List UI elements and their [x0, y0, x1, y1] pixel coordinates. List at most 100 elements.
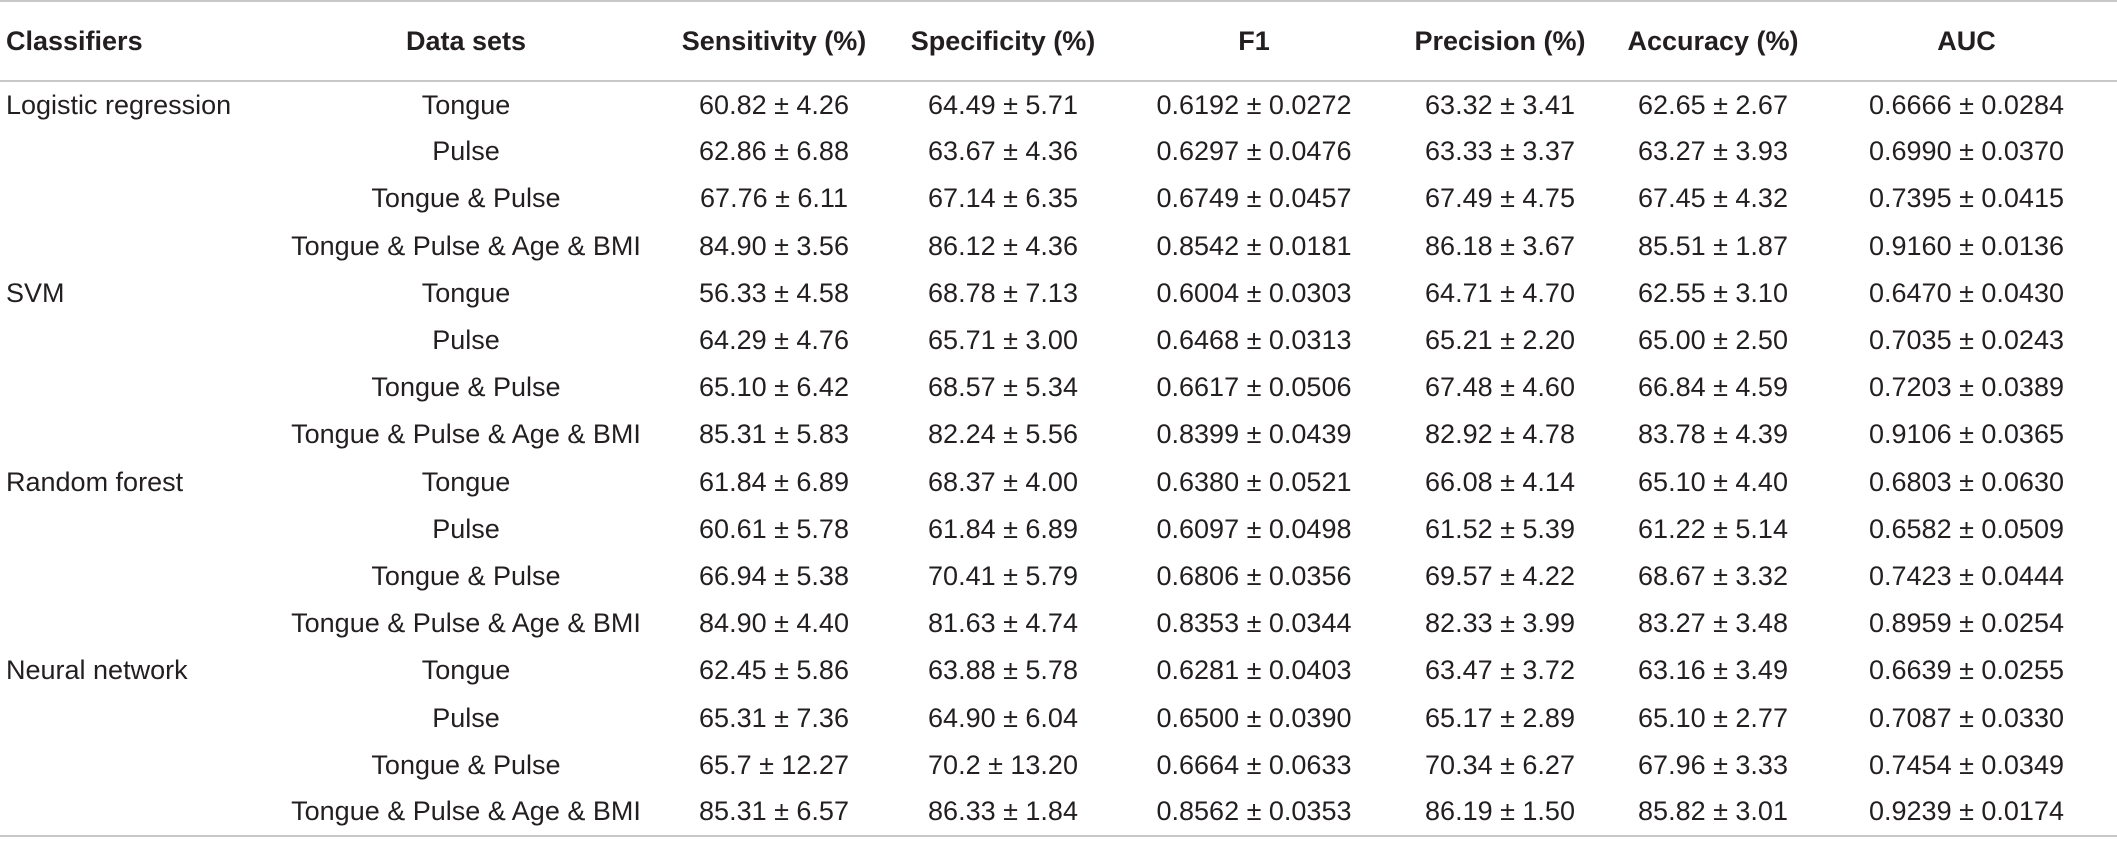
cell-data-set: Pulse — [432, 513, 500, 544]
cell-accuracy: 63.27 ± 3.93 — [1638, 136, 1788, 167]
cell-accuracy: 67.96 ± 3.33 — [1638, 749, 1788, 780]
cell-data-set: Tongue & Pulse — [371, 560, 561, 591]
cell-classifier: Random forest — [6, 466, 184, 497]
cell-specificity: 70.41 ± 5.79 — [928, 560, 1078, 591]
table-row: Neural network Tongue 62.45 ± 5.86 63.88… — [0, 647, 2117, 694]
cell-sensitivity: 60.82 ± 4.26 — [699, 89, 849, 120]
cell-classifier: SVM — [6, 277, 65, 308]
cell-specificity: 63.88 ± 5.78 — [928, 655, 1078, 686]
cell-specificity: 64.90 ± 6.04 — [928, 702, 1078, 733]
cell-accuracy: 62.65 ± 2.67 — [1638, 89, 1788, 120]
cell-classifier — [0, 411, 272, 458]
cell-classifier: Logistic regression — [6, 89, 232, 120]
cell-precision: 67.49 ± 4.75 — [1425, 183, 1575, 214]
cell-f1: 0.8399 ± 0.0439 — [1156, 419, 1352, 450]
cell-sensitivity: 65.31 ± 7.36 — [699, 702, 849, 733]
cell-specificity: 67.14 ± 6.35 — [928, 183, 1078, 214]
header-data-sets: Data sets — [272, 0, 660, 82]
cell-auc: 0.9106 ± 0.0365 — [1869, 419, 2064, 450]
cell-classifier — [0, 128, 272, 175]
cell-f1: 0.6380 ± 0.0521 — [1156, 466, 1352, 497]
header-row: Classifiers Data sets Sensitivity (%) Sp… — [0, 0, 2117, 82]
cell-classifier — [0, 175, 272, 222]
cell-f1: 0.6468 ± 0.0313 — [1156, 325, 1352, 356]
table-row: Tongue & Pulse 65.7 ± 12.27 70.2 ± 13.20… — [0, 742, 2117, 789]
cell-sensitivity: 64.29 ± 4.76 — [699, 325, 849, 356]
cell-auc: 0.7423 ± 0.0444 — [1869, 560, 2064, 591]
table-row: SVM Tongue 56.33 ± 4.58 68.78 ± 7.13 0.6… — [0, 270, 2117, 317]
cell-sensitivity: 85.31 ± 6.57 — [660, 788, 888, 838]
cell-f1: 0.6297 ± 0.0476 — [1156, 136, 1352, 167]
cell-accuracy: 65.10 ± 2.77 — [1638, 702, 1788, 733]
header-classifiers: Classifiers — [0, 0, 272, 82]
cell-auc: 0.6990 ± 0.0370 — [1869, 136, 2064, 167]
cell-data-set: Tongue & Pulse — [371, 183, 561, 214]
cell-accuracy: 65.00 ± 2.50 — [1638, 325, 1788, 356]
cell-specificity: 63.67 ± 4.36 — [928, 136, 1078, 167]
table-row: Tongue & Pulse 67.76 ± 6.11 67.14 ± 6.35… — [0, 175, 2117, 222]
cell-specificity: 68.37 ± 4.00 — [928, 466, 1078, 497]
cell-classifier — [0, 742, 272, 789]
cell-f1: 0.6617 ± 0.0506 — [1156, 372, 1352, 403]
cell-accuracy: 83.78 ± 4.39 — [1638, 419, 1788, 450]
cell-auc: 0.6666 ± 0.0284 — [1869, 89, 2064, 120]
cell-accuracy: 65.10 ± 4.40 — [1638, 466, 1788, 497]
cell-data-set: Tongue & Pulse — [371, 372, 561, 403]
table-row: Pulse 64.29 ± 4.76 65.71 ± 3.00 0.6468 ±… — [0, 317, 2117, 364]
cell-precision: 66.08 ± 4.14 — [1425, 466, 1575, 497]
cell-auc: 0.6470 ± 0.0430 — [1869, 277, 2064, 308]
cell-specificity: 65.71 ± 3.00 — [928, 325, 1078, 356]
cell-sensitivity: 65.7 ± 12.27 — [699, 749, 849, 780]
cell-f1: 0.6281 ± 0.0403 — [1156, 655, 1352, 686]
cell-f1: 0.6806 ± 0.0356 — [1156, 560, 1352, 591]
cell-precision: 82.33 ± 3.99 — [1425, 608, 1575, 639]
cell-f1: 0.6500 ± 0.0390 — [1156, 702, 1352, 733]
table-row: Tongue & Pulse & Age & BMI 85.31 ± 5.83 … — [0, 411, 2117, 458]
cell-sensitivity: 61.84 ± 6.89 — [699, 466, 849, 497]
cell-precision: 69.57 ± 4.22 — [1425, 560, 1575, 591]
cell-sensitivity: 60.61 ± 5.78 — [699, 513, 849, 544]
header-f1: F1 — [1118, 0, 1390, 82]
cell-f1: 0.6749 ± 0.0457 — [1156, 183, 1352, 214]
cell-data-set: Tongue — [421, 655, 511, 686]
cell-auc: 0.6582 ± 0.0509 — [1869, 513, 2064, 544]
cell-data-set: Tongue & Pulse & Age & BMI — [272, 788, 660, 838]
cell-classifier — [0, 364, 272, 411]
header-precision: Precision (%) — [1390, 0, 1610, 82]
table-row: Tongue & Pulse & Age & BMI 84.90 ± 3.56 … — [0, 223, 2117, 270]
table-row: Random forest Tongue 61.84 ± 6.89 68.37 … — [0, 459, 2117, 506]
table-row: Tongue & Pulse 65.10 ± 6.42 68.57 ± 5.34… — [0, 364, 2117, 411]
cell-accuracy: 66.84 ± 4.59 — [1638, 372, 1788, 403]
cell-classifier — [0, 788, 272, 838]
cell-auc: 0.7454 ± 0.0349 — [1869, 749, 2064, 780]
cell-sensitivity: 67.76 ± 6.11 — [700, 183, 848, 214]
table-row: Pulse 65.31 ± 7.36 64.90 ± 6.04 0.6500 ±… — [0, 694, 2117, 741]
cell-auc: 0.9239 ± 0.0174 — [1816, 788, 2117, 838]
cell-specificity: 70.2 ± 13.20 — [928, 749, 1078, 780]
header-sensitivity: Sensitivity (%) — [660, 0, 888, 82]
cell-data-set: Pulse — [432, 136, 500, 167]
cell-classifier — [0, 317, 272, 364]
cell-accuracy: 62.55 ± 3.10 — [1638, 277, 1788, 308]
cell-sensitivity: 62.86 ± 6.88 — [699, 136, 849, 167]
cell-precision: 70.34 ± 6.27 — [1425, 749, 1575, 780]
cell-accuracy: 61.22 ± 5.14 — [1638, 513, 1788, 544]
cell-classifier — [0, 506, 272, 553]
cell-f1: 0.8353 ± 0.0344 — [1156, 608, 1352, 639]
cell-sensitivity: 66.94 ± 5.38 — [699, 560, 849, 591]
cell-precision: 86.19 ± 1.50 — [1390, 788, 1610, 838]
table-row: Tongue & Pulse 66.94 ± 5.38 70.41 ± 5.79… — [0, 553, 2117, 600]
table-row: Pulse 62.86 ± 6.88 63.67 ± 4.36 0.6297 ±… — [0, 128, 2117, 175]
cell-sensitivity: 85.31 ± 5.83 — [699, 419, 849, 450]
cell-auc: 0.7087 ± 0.0330 — [1869, 702, 2064, 733]
cell-f1: 0.8542 ± 0.0181 — [1156, 230, 1352, 261]
cell-data-set: Tongue — [421, 89, 511, 120]
table-row: Logistic regression Tongue 60.82 ± 4.26 … — [0, 81, 2117, 128]
cell-precision: 67.48 ± 4.60 — [1425, 372, 1575, 403]
cell-auc: 0.9160 ± 0.0136 — [1869, 230, 2064, 261]
cell-f1: 0.8562 ± 0.0353 — [1118, 788, 1390, 838]
cell-classifier: Neural network — [6, 655, 188, 686]
header-auc: AUC — [1816, 0, 2117, 82]
cell-precision: 65.21 ± 2.20 — [1425, 325, 1575, 356]
